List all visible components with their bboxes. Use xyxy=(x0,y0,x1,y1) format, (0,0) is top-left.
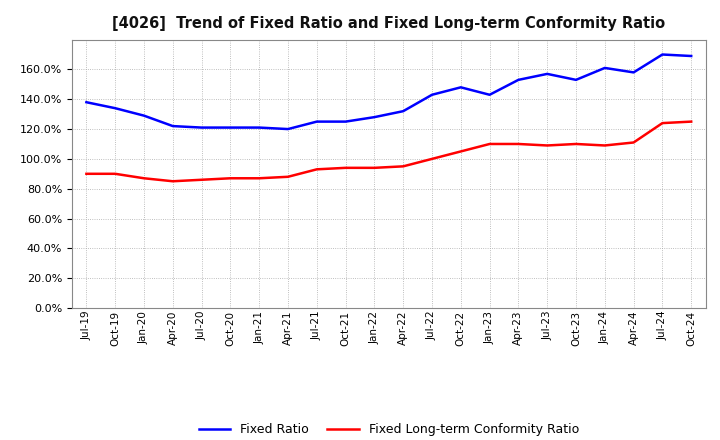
Fixed Ratio xyxy=(341,119,350,124)
Legend: Fixed Ratio, Fixed Long-term Conformity Ratio: Fixed Ratio, Fixed Long-term Conformity … xyxy=(194,418,584,440)
Fixed Long-term Conformity Ratio xyxy=(284,174,292,180)
Fixed Long-term Conformity Ratio xyxy=(485,141,494,147)
Fixed Long-term Conformity Ratio xyxy=(140,176,148,181)
Fixed Ratio xyxy=(687,53,696,59)
Fixed Long-term Conformity Ratio xyxy=(197,177,206,183)
Fixed Ratio xyxy=(399,109,408,114)
Fixed Ratio xyxy=(255,125,264,130)
Fixed Long-term Conformity Ratio xyxy=(687,119,696,124)
Fixed Long-term Conformity Ratio xyxy=(399,164,408,169)
Fixed Long-term Conformity Ratio xyxy=(312,167,321,172)
Fixed Ratio xyxy=(226,125,235,130)
Fixed Ratio xyxy=(370,114,379,120)
Fixed Ratio xyxy=(572,77,580,82)
Fixed Ratio xyxy=(140,113,148,118)
Fixed Long-term Conformity Ratio xyxy=(658,121,667,126)
Fixed Ratio xyxy=(82,99,91,105)
Fixed Ratio xyxy=(197,125,206,130)
Fixed Long-term Conformity Ratio xyxy=(600,143,609,148)
Fixed Ratio xyxy=(658,52,667,57)
Fixed Long-term Conformity Ratio xyxy=(514,141,523,147)
Fixed Long-term Conformity Ratio xyxy=(456,149,465,154)
Fixed Ratio xyxy=(111,106,120,111)
Fixed Ratio xyxy=(629,70,638,75)
Fixed Long-term Conformity Ratio xyxy=(255,176,264,181)
Fixed Long-term Conformity Ratio xyxy=(341,165,350,170)
Fixed Ratio xyxy=(312,119,321,124)
Fixed Long-term Conformity Ratio xyxy=(226,176,235,181)
Fixed Long-term Conformity Ratio xyxy=(572,141,580,147)
Line: Fixed Ratio: Fixed Ratio xyxy=(86,55,691,129)
Fixed Ratio xyxy=(485,92,494,97)
Fixed Long-term Conformity Ratio xyxy=(111,171,120,176)
Fixed Long-term Conformity Ratio xyxy=(543,143,552,148)
Fixed Long-term Conformity Ratio xyxy=(370,165,379,170)
Fixed Long-term Conformity Ratio xyxy=(629,140,638,145)
Fixed Ratio xyxy=(284,126,292,132)
Fixed Ratio xyxy=(456,84,465,90)
Fixed Ratio xyxy=(543,71,552,77)
Fixed Ratio xyxy=(168,124,177,129)
Fixed Long-term Conformity Ratio xyxy=(428,156,436,161)
Line: Fixed Long-term Conformity Ratio: Fixed Long-term Conformity Ratio xyxy=(86,121,691,181)
Fixed Ratio xyxy=(428,92,436,97)
Fixed Long-term Conformity Ratio xyxy=(168,179,177,184)
Fixed Ratio xyxy=(600,65,609,70)
Fixed Ratio xyxy=(514,77,523,82)
Fixed Long-term Conformity Ratio xyxy=(82,171,91,176)
Title: [4026]  Trend of Fixed Ratio and Fixed Long-term Conformity Ratio: [4026] Trend of Fixed Ratio and Fixed Lo… xyxy=(112,16,665,32)
